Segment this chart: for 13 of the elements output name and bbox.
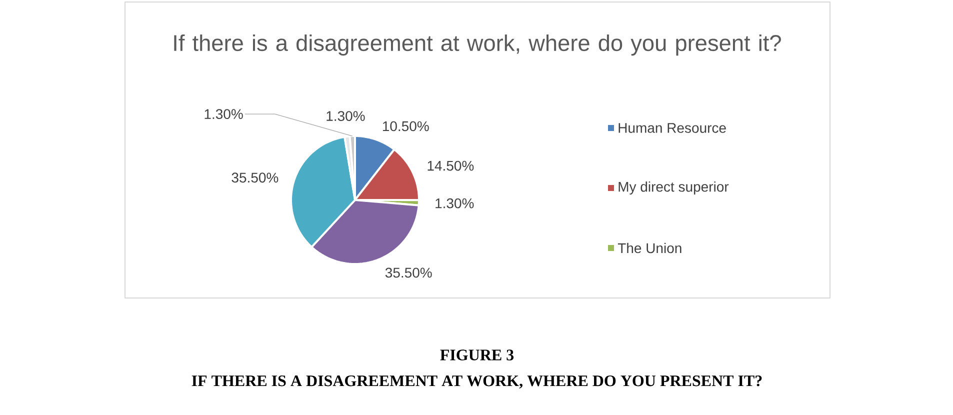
data-label: 35.50%: [385, 268, 432, 278]
text: IF THERE IS A DISAGREEMENT AT WORK, WHERE DO YOU PRESENT IT?: [192, 375, 762, 389]
legend-label: The Union: [618, 242, 682, 254]
legend-label: Human Resource: [618, 123, 726, 133]
data-label: 1.30%: [204, 109, 243, 120]
chart-title: If there is a disagreement at work, where do you present it?: [174, 34, 781, 56]
data-label: 35.50%: [232, 172, 278, 183]
data-label: 10.50%: [382, 121, 429, 132]
data-label: 1.30%: [326, 111, 365, 121]
caption: FIGURE 3: [440, 350, 514, 360]
data-label: 14.50%: [428, 160, 474, 171]
data-label: 1.30%: [436, 198, 474, 208]
legend-label: My direct superior: [618, 181, 729, 195]
